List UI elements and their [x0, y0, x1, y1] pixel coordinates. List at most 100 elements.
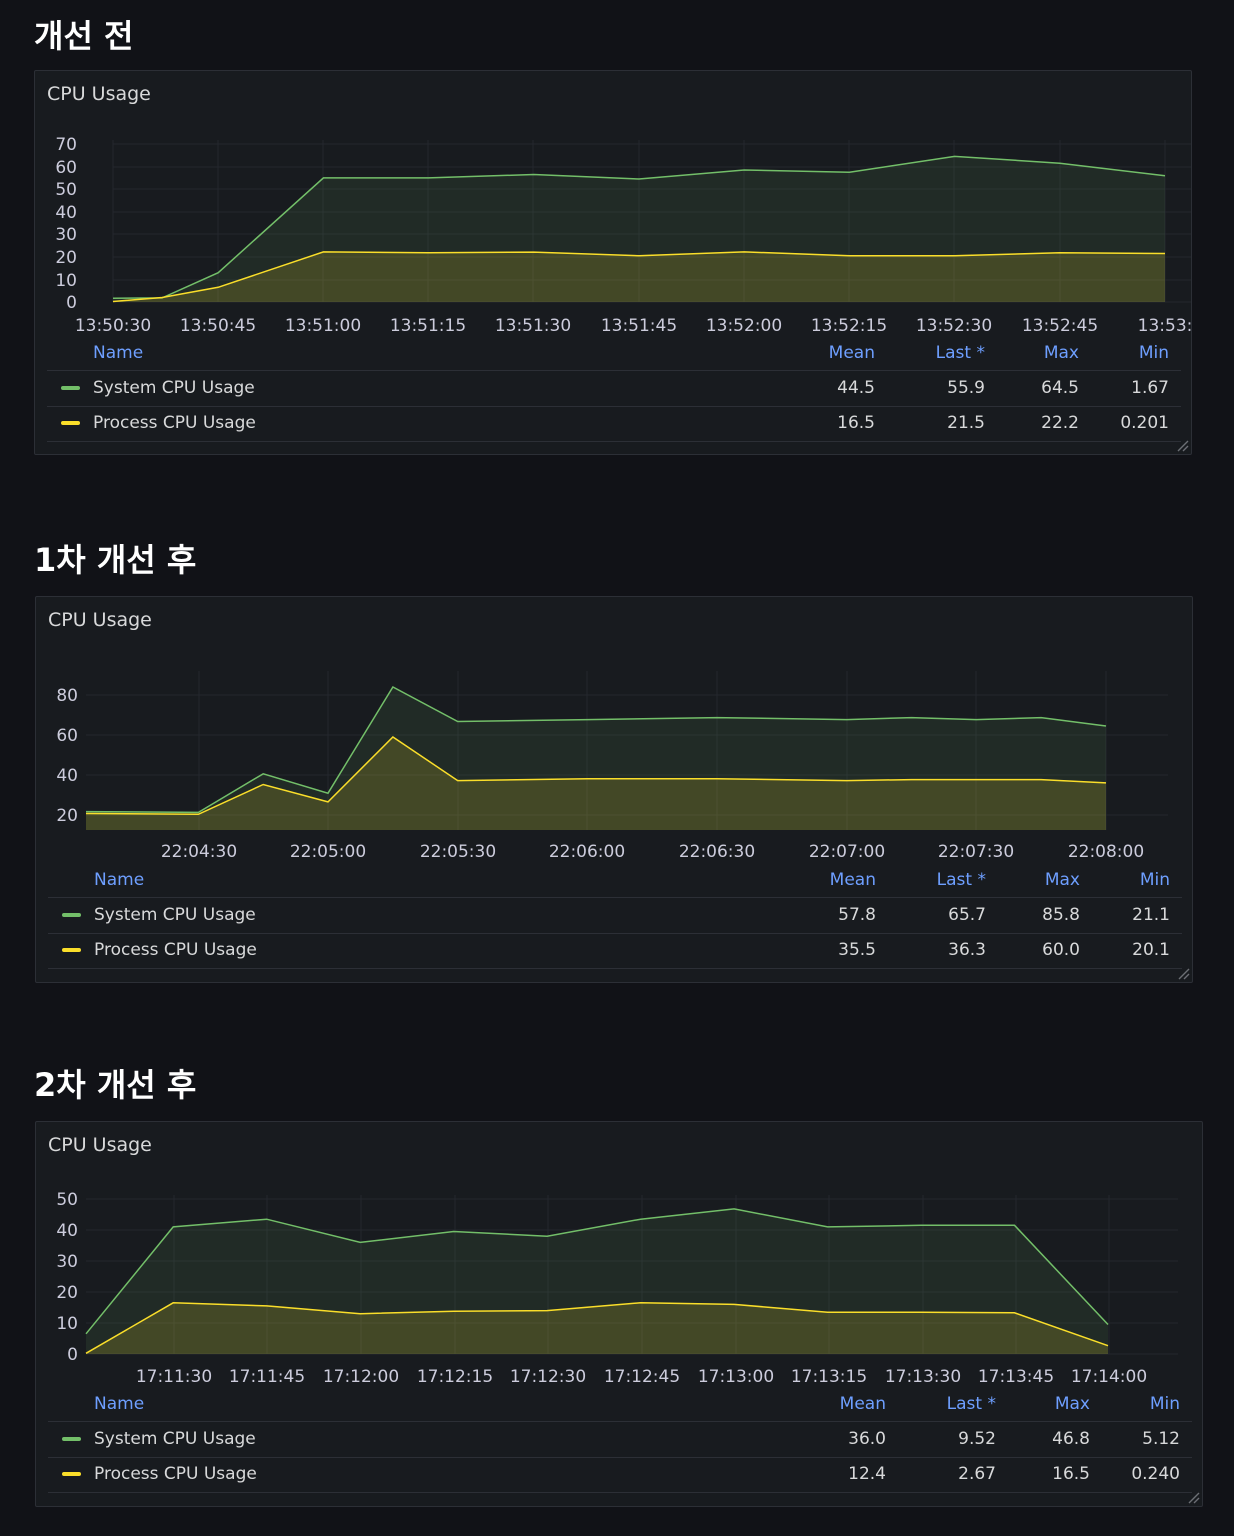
legend-swatch: [62, 1437, 81, 1441]
x-tick-label: 17:13:30: [885, 1367, 961, 1387]
legend-series-name[interactable]: Process CPU Usage: [93, 413, 256, 433]
legend-header: Name Mean Last * Max Min: [48, 1387, 1192, 1422]
x-tick-label: 13:52:00: [706, 316, 782, 336]
legend-value-mean: 16.5: [837, 413, 875, 433]
x-tick-label: 13:50:45: [180, 316, 256, 336]
x-tick-label: 17:13:00: [698, 1367, 774, 1387]
section-heading-first-improvement: 1차 개선 후: [34, 541, 197, 579]
y-tick-label: 20: [56, 806, 78, 826]
resize-handle-icon[interactable]: [1175, 438, 1189, 452]
legend-table: Name Mean Last * Max Min System CPU Usag…: [48, 1387, 1192, 1493]
y-tick-label: 0: [67, 1345, 78, 1365]
resize-handle-icon[interactable]: [1176, 966, 1190, 980]
legend-value-mean: 44.5: [837, 378, 875, 398]
x-tick-label: 17:13:45: [978, 1367, 1054, 1387]
legend-swatch: [62, 1472, 81, 1476]
x-tick-label: 13:51:15: [390, 316, 466, 336]
legend-row-system[interactable]: System CPU Usage 57.8 65.7 85.8 21.1: [48, 898, 1182, 934]
legend-value-min: 21.1: [1132, 905, 1170, 925]
legend-series-name[interactable]: System CPU Usage: [94, 905, 256, 925]
x-tick-label: 13:51:00: [285, 316, 361, 336]
legend-value-last: 55.9: [947, 378, 985, 398]
legend-series-name[interactable]: System CPU Usage: [93, 378, 255, 398]
x-tick-label: 17:13:15: [791, 1367, 867, 1387]
legend-header-mean[interactable]: Mean: [839, 1394, 886, 1414]
panel-title: CPU Usage: [48, 609, 152, 631]
cpu-usage-panel-second-improvement: CPU Usage 50 40 30 20 10 0 17:11:30 17:11:45 17:…: [35, 1121, 1203, 1507]
legend-value-mean: 36.0: [848, 1429, 886, 1449]
legend-header-max[interactable]: Max: [1044, 870, 1080, 890]
legend-row-system[interactable]: System CPU Usage 36.0 9.52 46.8 5.12: [48, 1422, 1192, 1458]
y-tick-label: 60: [55, 158, 77, 178]
legend-value-max: 64.5: [1041, 378, 1079, 398]
series-line-system[interactable]: [112, 155, 1166, 299]
legend-value-last: 36.3: [948, 940, 986, 960]
y-tick-label: 0: [66, 293, 77, 313]
legend-header-name[interactable]: Name: [94, 1394, 145, 1414]
x-tick-label: 22:05:30: [420, 842, 496, 862]
legend-header-max[interactable]: Max: [1043, 343, 1079, 363]
series-line-process[interactable]: [85, 1302, 1109, 1354]
x-tick-label: 13:52:30: [916, 316, 992, 336]
legend-value-last: 65.7: [948, 905, 986, 925]
legend-header-max[interactable]: Max: [1054, 1394, 1090, 1414]
legend-series-name[interactable]: System CPU Usage: [94, 1429, 256, 1449]
legend-value-min: 1.67: [1131, 378, 1169, 398]
y-tick-label: 10: [55, 271, 77, 291]
series-area-system: [113, 156, 1165, 302]
y-tick-label: 40: [56, 766, 78, 786]
legend-header-last[interactable]: Last *: [936, 870, 986, 890]
x-tick-label: 17:12:45: [604, 1367, 680, 1387]
legend-value-mean: 57.8: [838, 905, 876, 925]
legend-series-name[interactable]: Process CPU Usage: [94, 1464, 257, 1484]
series-area-process: [113, 251, 1165, 302]
x-tick-label: 17:11:45: [229, 1367, 305, 1387]
legend-series-name[interactable]: Process CPU Usage: [94, 940, 257, 960]
series-line-process[interactable]: [112, 251, 1166, 303]
legend-header-mean[interactable]: Mean: [828, 343, 875, 363]
x-tick-label: 22:04:30: [161, 842, 237, 862]
legend-header-min[interactable]: Min: [1149, 1394, 1180, 1414]
series-area-process: [86, 1302, 1108, 1354]
series-line-system[interactable]: [85, 1208, 1109, 1335]
legend-header-last[interactable]: Last *: [946, 1394, 996, 1414]
legend-value-mean: 35.5: [838, 940, 876, 960]
x-tick-label: 13:51:30: [495, 316, 571, 336]
legend-row-process[interactable]: Process CPU Usage 16.5 21.5 22.2 0.201: [47, 406, 1181, 442]
legend-row-system[interactable]: System CPU Usage 44.5 55.9 64.5 1.67: [47, 371, 1181, 407]
legend-swatch: [62, 913, 81, 917]
x-tick-label: 17:11:30: [136, 1367, 212, 1387]
legend-table: Name Mean Last * Max Min System CPU Usag…: [47, 336, 1181, 442]
x-tick-label: 13:52:15: [811, 316, 887, 336]
x-tick-label: 22:05:00: [290, 842, 366, 862]
legend-value-min: 0.201: [1120, 413, 1169, 433]
x-tick-label: 17:12:00: [323, 1367, 399, 1387]
legend-value-max: 85.8: [1042, 905, 1080, 925]
legend-row-process[interactable]: Process CPU Usage 35.5 36.3 60.0 20.1: [48, 933, 1182, 969]
y-tick-label: 30: [55, 225, 77, 245]
legend-value-last: 21.5: [947, 413, 985, 433]
x-tick-label: 22:06:30: [679, 842, 755, 862]
legend-header-mean[interactable]: Mean: [829, 870, 876, 890]
legend-header-min[interactable]: Min: [1139, 870, 1170, 890]
resize-handle-icon[interactable]: [1186, 1490, 1200, 1504]
x-tick-label: 17:12:15: [417, 1367, 493, 1387]
legend-header-min[interactable]: Min: [1138, 343, 1169, 363]
cpu-usage-chart-second-improvement: 50 40 30 20 10 0 17:11:30 17:11:45 17:12:00 17:12…: [56, 1190, 1178, 1387]
legend-header-last[interactable]: Last *: [935, 343, 985, 363]
legend-swatch: [62, 948, 81, 952]
x-tick-label: 22:06:00: [549, 842, 625, 862]
legend-value-max: 16.5: [1052, 1464, 1090, 1484]
legend-value-min: 5.12: [1142, 1429, 1180, 1449]
series-line-process[interactable]: [85, 736, 1107, 816]
legend-header-name[interactable]: Name: [94, 870, 145, 890]
legend-header-name[interactable]: Name: [93, 343, 144, 363]
x-tick-label: 13:52:45: [1022, 316, 1098, 336]
cpu-usage-panel-first-improvement: CPU Usage 80 60 40 20 22:04:30 22:05:00 22:05:…: [35, 596, 1193, 983]
legend-swatch: [61, 386, 80, 390]
legend-value-mean: 12.4: [848, 1464, 886, 1484]
legend-row-process[interactable]: Process CPU Usage 12.4 2.67 16.5 0.240: [48, 1457, 1192, 1493]
legend-value-max: 60.0: [1042, 940, 1080, 960]
series-line-system[interactable]: [85, 686, 1107, 814]
